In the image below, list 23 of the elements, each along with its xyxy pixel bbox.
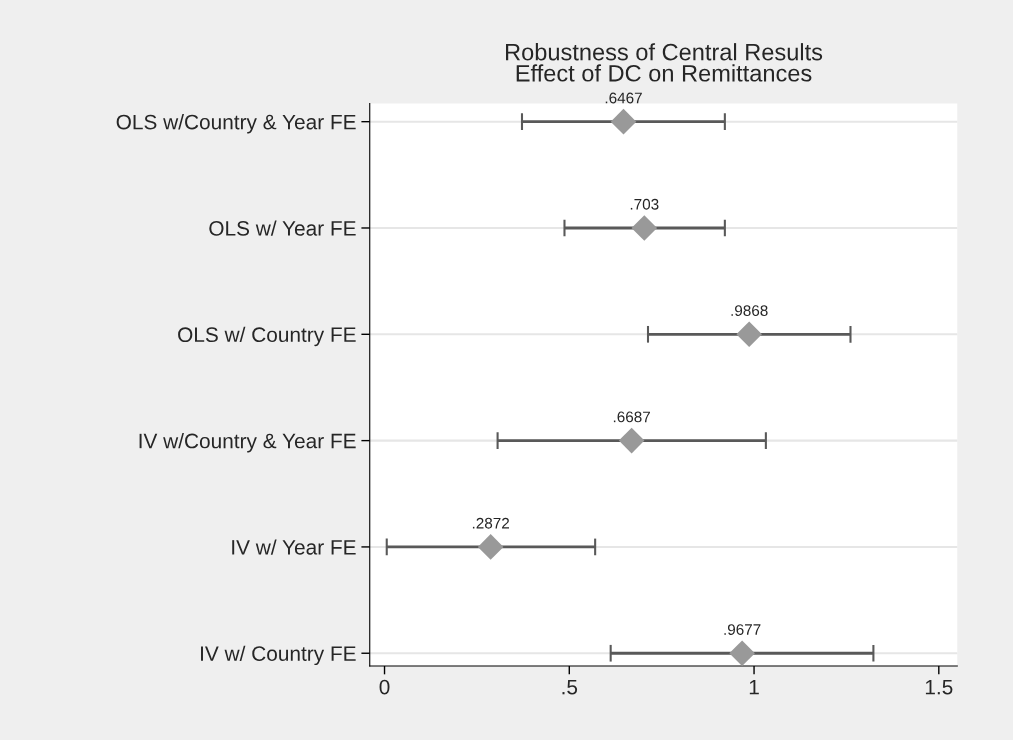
data-label: .703 — [630, 198, 659, 210]
x-tick-label: 0 — [379, 679, 390, 695]
data-label: .9677 — [724, 624, 761, 635]
point — [736, 321, 762, 348]
y-tick-label: IV w/Country & Year FE — [139, 433, 356, 453]
point — [610, 108, 637, 135]
data-label: .9868 — [731, 305, 768, 316]
y-tick-label: OLS w/ Year FE — [209, 220, 356, 236]
data-label: .2872 — [472, 517, 509, 529]
point — [477, 534, 504, 560]
x-tick-label: .5 — [562, 679, 578, 695]
chart-title: Robustness of Central Results Effect of DC on Remittances — [506, 43, 823, 82]
y-tick-label: IV w/ Country FE — [201, 645, 356, 666]
x-tick-label: 1 — [749, 679, 759, 695]
point — [631, 215, 658, 241]
data-label: .6687 — [613, 411, 650, 423]
y-tick-label: OLS w/Country & Year FE — [116, 114, 356, 134]
point — [729, 640, 755, 666]
y-tick-label: IV w/ Year FE — [232, 539, 356, 555]
x-tick-label: 1.5 — [925, 679, 953, 695]
data-label: .6467 — [605, 92, 642, 104]
y-tick-label: OLS w/ Country FE — [178, 326, 356, 347]
point — [618, 427, 645, 454]
